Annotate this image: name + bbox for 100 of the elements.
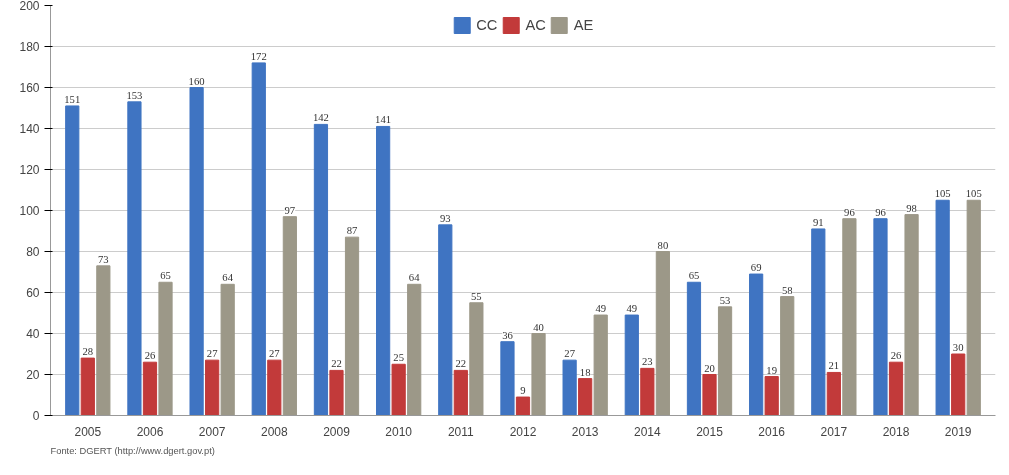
data-label: 93 [439, 212, 451, 224]
y-tick-label: 80 [26, 245, 40, 259]
bar [515, 396, 531, 416]
bar [935, 199, 950, 416]
data-label: 49 [626, 303, 638, 315]
x-tick-label: 2016 [758, 424, 786, 439]
data-label: 25 [393, 352, 404, 364]
bar [344, 236, 360, 416]
bar [873, 218, 888, 416]
data-label: 73 [98, 253, 109, 265]
data-label: 19 [766, 364, 778, 376]
data-label: 20 [704, 362, 715, 374]
bar [407, 283, 422, 416]
bar [578, 378, 593, 416]
data-label: 58 [781, 284, 793, 296]
x-tick-label: 2017 [820, 424, 848, 439]
bar [951, 353, 966, 416]
x-tick-label: 2015 [696, 424, 724, 439]
x-tick-label: 2007 [198, 424, 226, 439]
y-tick-label: 180 [19, 40, 40, 54]
y-tick-label: 100 [19, 204, 40, 218]
legend-label: AC [525, 17, 546, 33]
data-label: 55 [471, 290, 482, 302]
data-label: 97 [284, 204, 296, 216]
bar [205, 359, 220, 416]
data-label: 96 [875, 206, 887, 218]
data-label: 64 [408, 272, 421, 284]
bar [749, 273, 764, 416]
bar [376, 125, 391, 416]
data-label: 26 [890, 350, 903, 362]
bar [640, 367, 655, 416]
data-label: 18 [579, 366, 591, 378]
bar [189, 87, 204, 416]
x-tick-label: 2014 [633, 424, 662, 439]
bar [251, 62, 266, 416]
bar [500, 341, 515, 416]
bar [142, 361, 158, 416]
bar [888, 361, 904, 416]
data-label: 9 [520, 385, 526, 397]
x-tick-label: 2006 [136, 424, 164, 439]
data-label: 65 [688, 270, 700, 282]
bar [65, 105, 80, 416]
y-tick-label: 60 [26, 286, 40, 300]
y-tick-label: 20 [26, 368, 40, 382]
data-label: 53 [719, 294, 731, 306]
y-tick-label: 160 [19, 81, 40, 95]
data-label: 22 [331, 358, 342, 370]
bar [469, 302, 484, 416]
bar [842, 218, 857, 416]
data-label: 105 [934, 188, 951, 200]
bar [282, 216, 297, 416]
data-label: 27 [268, 348, 281, 360]
bar [329, 369, 344, 416]
bar [158, 281, 173, 416]
data-label: 87 [346, 225, 359, 237]
data-label: 65 [160, 270, 171, 282]
x-tick-label: 2005 [74, 424, 102, 439]
data-label: 172 [250, 50, 267, 62]
bar [966, 199, 981, 416]
bar [453, 369, 468, 416]
y-tick-label: 120 [19, 163, 40, 177]
data-label: 160 [188, 75, 205, 87]
x-tick-label: 2010 [385, 424, 413, 439]
x-tick-label: 2009 [323, 424, 351, 439]
data-label: 151 [64, 93, 81, 105]
y-tick-label: 40 [26, 327, 40, 341]
data-label: 153 [126, 89, 143, 101]
bar [826, 371, 841, 416]
data-label: 91 [812, 216, 824, 228]
x-tick-label: 2011 [447, 424, 475, 439]
bar [531, 333, 546, 416]
data-label: 69 [750, 262, 762, 274]
bar [313, 123, 329, 416]
bar [717, 306, 733, 416]
data-label: 141 [375, 114, 392, 126]
bar [904, 214, 919, 416]
bar [438, 224, 453, 416]
y-tick-label: 200 [19, 0, 40, 13]
data-label: 30 [952, 342, 964, 353]
bar [764, 376, 779, 416]
source-note: Fonte: DGERT (http://www.dgert.gov.pt) [50, 445, 215, 456]
bar [780, 296, 795, 416]
bar [702, 374, 717, 416]
x-tick-label: 2018 [882, 424, 910, 439]
bar [127, 101, 142, 416]
data-label: 22 [455, 358, 467, 370]
data-label: 98 [906, 202, 917, 214]
bar [80, 357, 95, 416]
data-label: 28 [82, 346, 94, 358]
data-label: 40 [533, 321, 544, 333]
bar [811, 228, 826, 416]
data-label: 96 [844, 206, 856, 218]
data-label: 64 [222, 272, 234, 284]
data-label: 142 [312, 112, 329, 124]
x-tick-label: 2013 [571, 424, 599, 439]
data-label: 21 [828, 360, 840, 372]
x-tick-label: 2012 [509, 424, 537, 439]
data-label: 49 [595, 303, 607, 315]
data-label: 27 [206, 348, 219, 360]
bar [686, 281, 702, 416]
